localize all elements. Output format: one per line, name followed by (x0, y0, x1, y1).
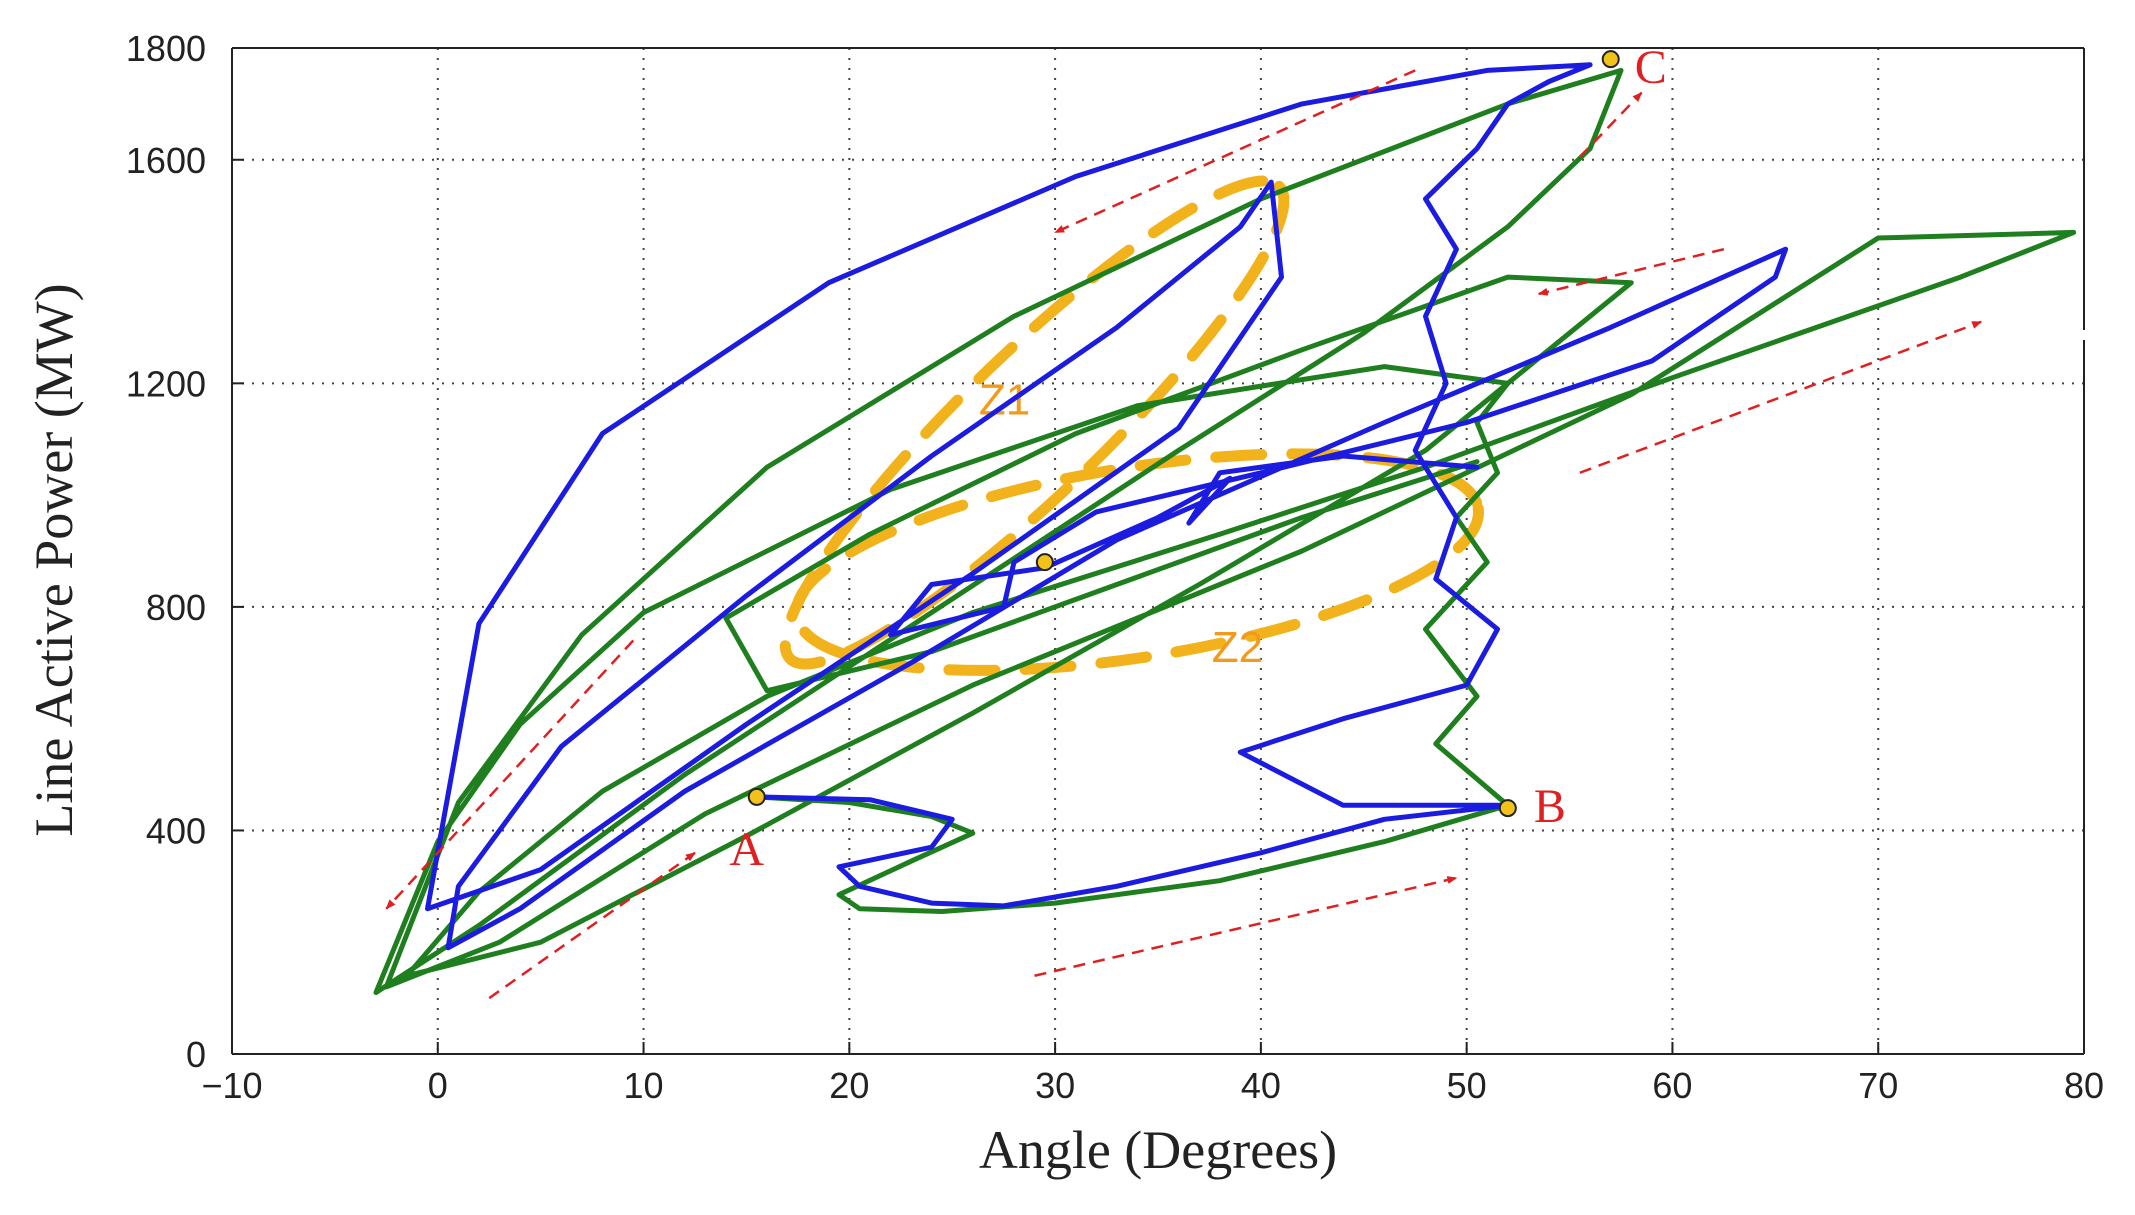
x-tick-label: 30 (1035, 1065, 1075, 1106)
x-tick-label: −10 (201, 1065, 262, 1106)
point-marker-c (1603, 51, 1619, 67)
point-marker-b (1500, 800, 1516, 816)
x-tick-label: 40 (1241, 1065, 1281, 1106)
point-label-a: A (729, 823, 764, 876)
y-tick-label: 800 (146, 587, 206, 628)
x-axis-label: Angle (Degrees) (979, 1120, 1337, 1180)
x-tick-label: 50 (1447, 1065, 1487, 1106)
y-tick-label: 400 (146, 810, 206, 851)
point-label-b: B (1534, 780, 1566, 833)
x-tick-label: 10 (624, 1065, 664, 1106)
x-tick-label: 0 (428, 1065, 448, 1106)
point-label-c: C (1635, 41, 1667, 94)
x-tick-label: 70 (1858, 1065, 1898, 1106)
chart-svg: Z1Z2 ABC −10 0 10 20 30 40 50 60 70 8004008001200… (0, 0, 2135, 1210)
x-tick-label: 80 (2064, 1065, 2104, 1106)
x-tick-label: 20 (829, 1065, 869, 1106)
point-marker (1037, 554, 1053, 570)
point-marker-a (749, 789, 765, 805)
y-tick-label: 1600 (126, 140, 206, 181)
y-tick-label: 1800 (126, 28, 206, 69)
chart-figure: Z1 Z2 ABC −10 0 10 20 30 40 50 60 70 80 0 400 800 1200… (0, 0, 2135, 1210)
y-tick-label: 0 (186, 1034, 206, 1075)
zone-label: Z2 (1212, 623, 1263, 672)
x-tick-label: 60 (1652, 1065, 1692, 1106)
y-tick-label: 1200 (126, 363, 206, 404)
y-axis-label: Line Active Power (MW) (24, 283, 84, 836)
